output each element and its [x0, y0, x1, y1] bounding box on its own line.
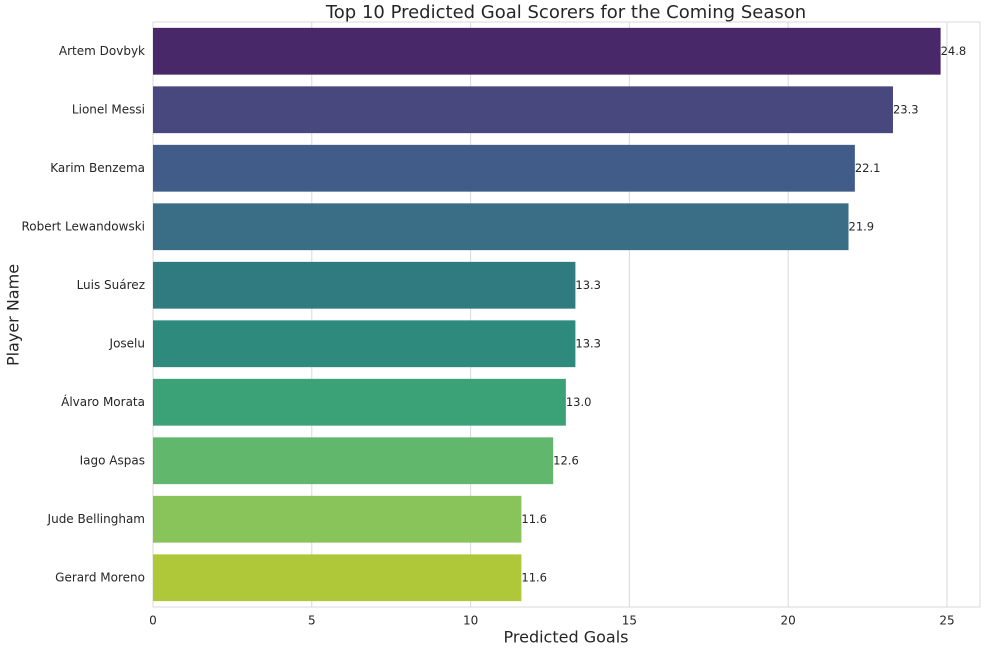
- bar: [153, 437, 554, 485]
- value-label: 11.6: [521, 512, 547, 526]
- bar: [153, 203, 849, 251]
- value-label: 12.6: [553, 453, 579, 467]
- value-label: 13.3: [575, 278, 601, 292]
- x-tick-label: 0: [149, 614, 157, 628]
- x-axis-label: Predicted Goals: [504, 628, 629, 647]
- y-tick-label: Iago Aspas: [80, 453, 145, 467]
- x-tick-label: 5: [308, 614, 316, 628]
- x-tick-label: 10: [463, 614, 478, 628]
- x-tick-label: 20: [781, 614, 796, 628]
- y-tick-label: Gerard Moreno: [55, 570, 145, 584]
- y-tick-label: Luis Suárez: [77, 278, 145, 292]
- y-tick-label: Álvaro Morata: [61, 394, 145, 409]
- value-label: 13.0: [566, 395, 592, 409]
- x-tick-label: 25: [939, 614, 954, 628]
- y-tick-label: Lionel Messi: [72, 102, 145, 116]
- y-tick-label: Jude Bellingham: [47, 512, 145, 526]
- bar: [153, 554, 522, 602]
- y-tick-label: Karim Benzema: [50, 161, 145, 175]
- bar: [153, 495, 522, 543]
- y-tick-label: Artem Dovbyk: [59, 44, 145, 58]
- bar: [153, 261, 576, 309]
- bar: [153, 378, 566, 426]
- y-tick-label: Joselu: [109, 336, 145, 350]
- value-label: 22.1: [855, 161, 881, 175]
- y-axis-label: Player Name: [4, 264, 23, 366]
- value-label: 23.3: [893, 102, 919, 116]
- value-label: 11.6: [521, 570, 547, 584]
- x-tick-label: 15: [622, 614, 637, 628]
- chart-title: Top 10 Predicted Goal Scorers for the Co…: [325, 2, 806, 23]
- bar: [153, 27, 941, 75]
- value-label: 24.8: [941, 44, 967, 58]
- bar: [153, 86, 893, 134]
- y-tick-label: Robert Lewandowski: [21, 219, 145, 233]
- value-label: 13.3: [575, 336, 601, 350]
- plot-frame: [152, 21, 981, 608]
- bar: [153, 144, 855, 192]
- value-label: 21.9: [849, 219, 875, 233]
- bar: [153, 320, 576, 368]
